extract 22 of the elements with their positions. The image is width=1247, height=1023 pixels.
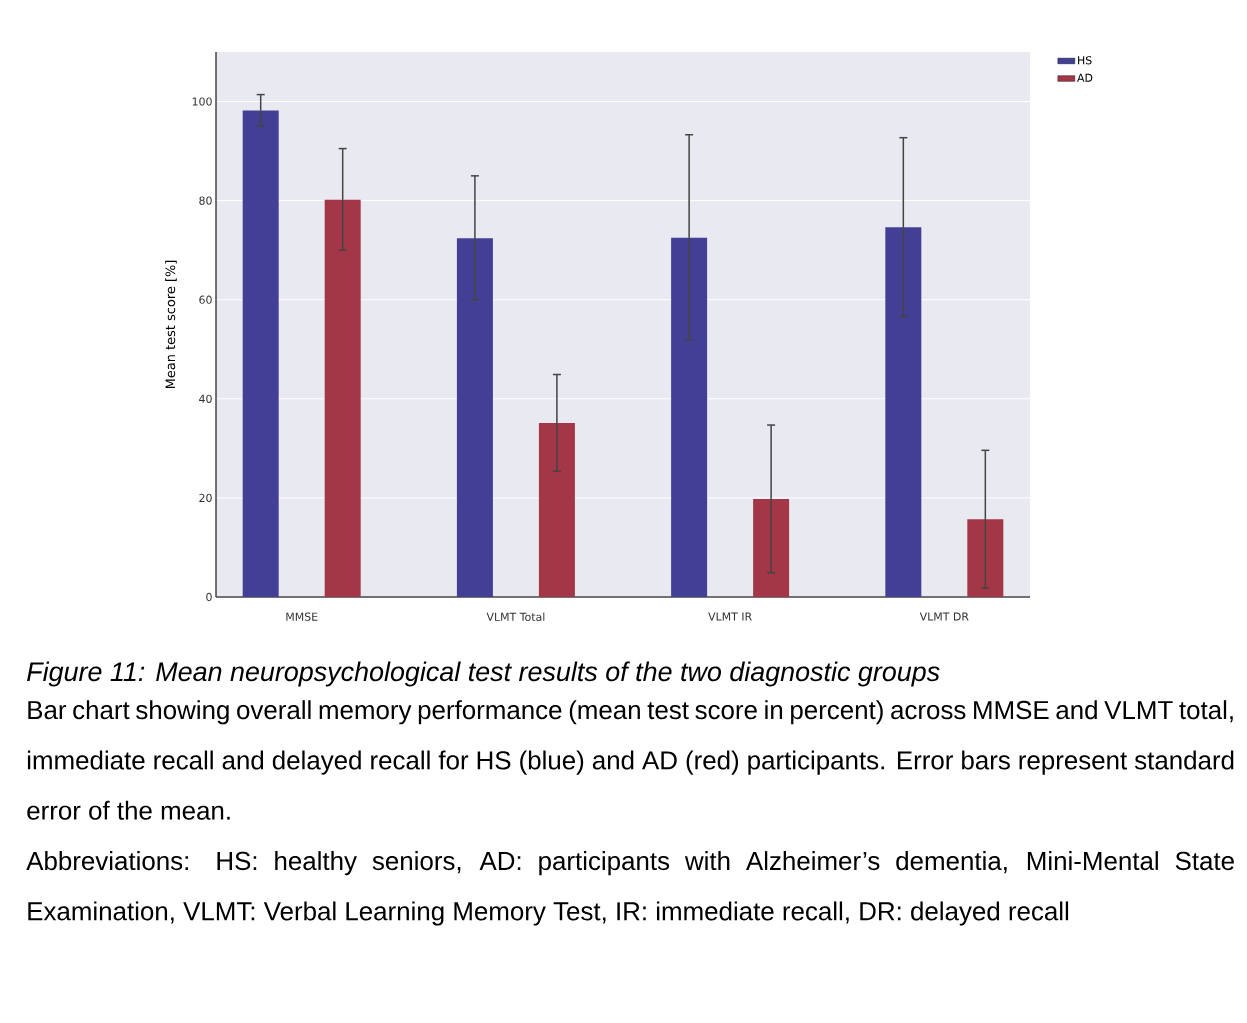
y-tick-label: 40 xyxy=(199,394,212,403)
y-tick-label: 20 xyxy=(199,493,212,503)
bar xyxy=(456,238,493,597)
legend-label: HS xyxy=(1078,56,1092,65)
text: Abbreviations: HS: healthy seniors, AD: participants with Alzheimer’s dementia, Mini-Mental State Examination, VLMT: Verbal Learning Memory Test, IR: immediate recall, DR: delayed recall xyxy=(26,851,1234,926)
x-tick-label: VLMT Total xyxy=(486,612,545,621)
y-tick-label: 80 xyxy=(199,196,212,205)
x-tick-label: MMSE xyxy=(286,612,318,621)
x-tick-label: VLMT IR xyxy=(708,612,752,621)
y-axis-title: Mean test score [%] xyxy=(165,260,177,389)
caption: Figure 11: Mean neuropsychological test results of the two diagnostic groups xyxy=(27,661,940,687)
bar xyxy=(242,110,279,597)
bar xyxy=(324,199,361,597)
x-tick-label: VLMT DR xyxy=(919,612,969,621)
y-tick-label: 100 xyxy=(192,97,212,106)
text: Bar chart showing overall memory performance (mean test score in percent) across MMSE and VLMT total, immediate recall and delayed recall for HS (blue) and AD (red) participants. Error bars represent standard error of the mean. xyxy=(27,700,1234,820)
y-tick-label: 0 xyxy=(206,592,212,602)
legend-label: AD xyxy=(1077,73,1093,82)
bar xyxy=(671,237,708,597)
bar xyxy=(538,423,575,597)
bar xyxy=(885,227,922,597)
y-tick-label: 60 xyxy=(199,295,212,304)
